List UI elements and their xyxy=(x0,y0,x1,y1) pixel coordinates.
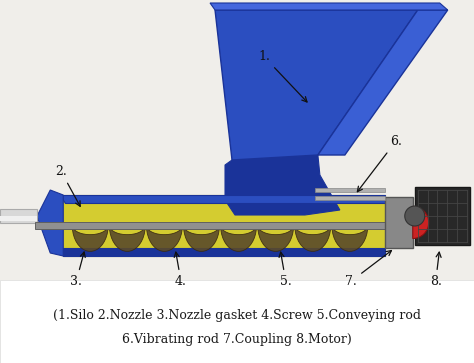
Bar xyxy=(0,0,474,280)
Polygon shape xyxy=(318,10,448,155)
Bar xyxy=(0,208,37,223)
Text: 8.: 8. xyxy=(430,252,442,288)
Bar xyxy=(35,221,405,228)
Bar xyxy=(315,188,385,192)
Bar xyxy=(315,196,385,200)
Polygon shape xyxy=(60,195,385,203)
Polygon shape xyxy=(215,10,418,160)
Polygon shape xyxy=(258,225,293,251)
Polygon shape xyxy=(60,248,385,256)
Text: 6.: 6. xyxy=(357,135,401,192)
Text: 7.: 7. xyxy=(345,250,392,288)
Polygon shape xyxy=(146,225,182,251)
Bar xyxy=(0,280,474,363)
Text: 1.: 1. xyxy=(258,50,307,102)
Polygon shape xyxy=(63,195,385,256)
Circle shape xyxy=(405,206,425,226)
Text: (1.Silo 2.Nozzle 3.Nozzle gasket 4.Screw 5.Conveying rod: (1.Silo 2.Nozzle 3.Nozzle gasket 4.Screw… xyxy=(53,309,421,322)
Polygon shape xyxy=(72,225,108,251)
Text: 6.Vibrating rod 7.Coupling 8.Motor): 6.Vibrating rod 7.Coupling 8.Motor) xyxy=(122,334,352,347)
Text: 5.: 5. xyxy=(279,252,292,288)
Polygon shape xyxy=(225,155,340,215)
Bar xyxy=(415,187,470,245)
Wedge shape xyxy=(413,207,429,238)
Polygon shape xyxy=(210,3,448,10)
Polygon shape xyxy=(35,190,63,256)
Text: 2.: 2. xyxy=(55,165,80,206)
Polygon shape xyxy=(295,225,331,251)
Bar xyxy=(385,197,413,248)
Polygon shape xyxy=(220,225,256,251)
Polygon shape xyxy=(109,225,145,251)
Text: 4.: 4. xyxy=(174,252,187,288)
Text: 3.: 3. xyxy=(70,252,85,288)
Bar xyxy=(0,216,37,220)
Polygon shape xyxy=(332,225,368,251)
Polygon shape xyxy=(183,225,219,251)
